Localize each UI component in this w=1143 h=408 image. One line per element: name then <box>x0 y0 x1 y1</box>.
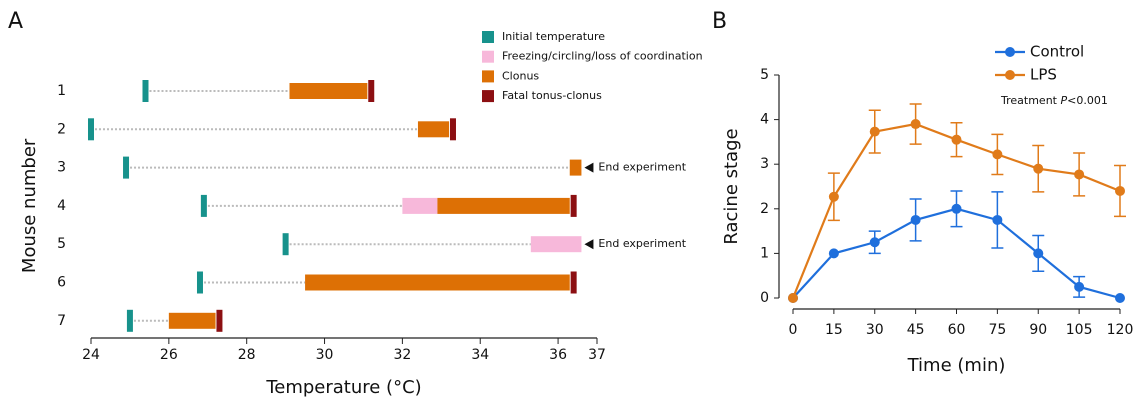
point <box>1074 169 1085 180</box>
annotation-italic: P <box>1060 94 1067 107</box>
initial-temperature <box>282 233 289 256</box>
point <box>869 237 880 248</box>
clonus-bar <box>569 159 582 176</box>
fatal-mark <box>216 309 223 332</box>
y-tick-label: 0 <box>760 290 769 306</box>
legend-swatch <box>482 70 494 83</box>
x-tick-label: 28 <box>238 347 256 363</box>
fatal-mark <box>570 271 577 294</box>
x-tick-label: 30 <box>316 347 334 363</box>
x-tick-label: 120 <box>1107 322 1134 338</box>
y-tick-label: 6 <box>57 275 66 291</box>
legend-swatch <box>482 50 494 63</box>
legend-swatch <box>482 31 494 43</box>
x-tick-label: 90 <box>1029 322 1047 338</box>
y-tick-label: 1 <box>760 245 769 261</box>
clonus-bar <box>168 312 216 329</box>
x-tick-label: 37 <box>588 347 606 363</box>
panel-label: A <box>8 9 23 34</box>
fatal-mark <box>449 118 456 141</box>
point <box>910 214 921 225</box>
point <box>1115 185 1125 196</box>
annotation-prefix: Treatment <box>1000 94 1060 107</box>
x-tick-label: 75 <box>988 322 1006 338</box>
x-axis-title: Time (min) <box>907 355 1006 376</box>
y-tick-label: 4 <box>57 198 66 214</box>
x-axis-title: Temperature (°C) <box>265 377 421 398</box>
x-tick-label: 24 <box>82 347 100 363</box>
legend-swatch <box>482 90 494 103</box>
y-tick-label: 1 <box>57 83 66 99</box>
x-tick-label: 105 <box>1066 322 1093 338</box>
y-tick-label: 7 <box>57 313 66 329</box>
y-tick-label: 3 <box>760 156 769 172</box>
initial-temperature <box>88 118 94 141</box>
note: End experiment <box>598 161 686 174</box>
point <box>1033 248 1044 259</box>
point <box>1115 293 1125 303</box>
legend-label: Initial temperature <box>502 30 605 43</box>
initial-temperature <box>126 309 133 332</box>
legend-marker <box>1005 47 1015 57</box>
initial-temperature <box>200 194 207 217</box>
x-tick-label: 34 <box>471 347 489 363</box>
freezing-bar <box>530 236 582 253</box>
point <box>951 203 962 214</box>
annotation-suffix: <0.001 <box>1067 94 1108 107</box>
legend-label: Freezing/circling/loss of coordination <box>502 50 703 63</box>
note-arrow <box>584 162 594 173</box>
initial-temperature <box>123 156 130 179</box>
point <box>788 293 798 303</box>
y-tick-label: 3 <box>57 160 66 176</box>
note-arrow <box>584 239 594 250</box>
point <box>910 119 921 130</box>
panel-label: B <box>712 9 727 34</box>
y-tick-label: 2 <box>760 201 769 217</box>
y-axis-title: Racine stage <box>721 128 742 244</box>
legend-label: Fatal tonus-clonus <box>502 89 602 102</box>
x-tick-label: 30 <box>866 322 884 338</box>
legend-marker <box>1005 70 1015 80</box>
annotation: Treatment P<0.001 <box>1000 94 1108 107</box>
clonus-bar <box>305 274 570 291</box>
point <box>951 134 962 145</box>
legend-label: Control <box>1030 43 1084 61</box>
point <box>992 214 1003 225</box>
legend-label: Clonus <box>502 69 539 82</box>
x-tick-label: 0 <box>789 322 798 338</box>
fatal-mark <box>368 80 375 102</box>
point <box>1033 163 1044 174</box>
point <box>869 126 880 137</box>
clonus-bar <box>437 197 570 214</box>
x-tick-label: 45 <box>907 322 925 338</box>
note: End experiment <box>598 237 686 250</box>
y-tick-label: 2 <box>57 121 66 137</box>
x-tick-label: 60 <box>948 322 966 338</box>
point <box>828 191 839 202</box>
initial-temperature <box>196 271 203 294</box>
y-tick-label: 5 <box>57 236 66 252</box>
fatal-mark <box>570 194 577 217</box>
clonus-bar <box>417 121 450 138</box>
point <box>828 248 839 259</box>
initial-temperature <box>142 80 149 102</box>
x-tick-label: 32 <box>393 347 411 363</box>
x-tick-label: 15 <box>825 322 843 338</box>
point <box>992 149 1003 160</box>
legend-label: LPS <box>1030 66 1057 84</box>
point <box>1074 281 1085 292</box>
clonus-bar <box>289 83 368 99</box>
y-tick-label: 5 <box>760 67 769 83</box>
y-tick-label: 4 <box>760 112 769 128</box>
x-tick-label: 26 <box>160 347 178 363</box>
y-axis-title: Mouse number <box>19 138 40 273</box>
x-tick-label: 36 <box>549 347 567 363</box>
freezing-bar <box>402 197 438 214</box>
